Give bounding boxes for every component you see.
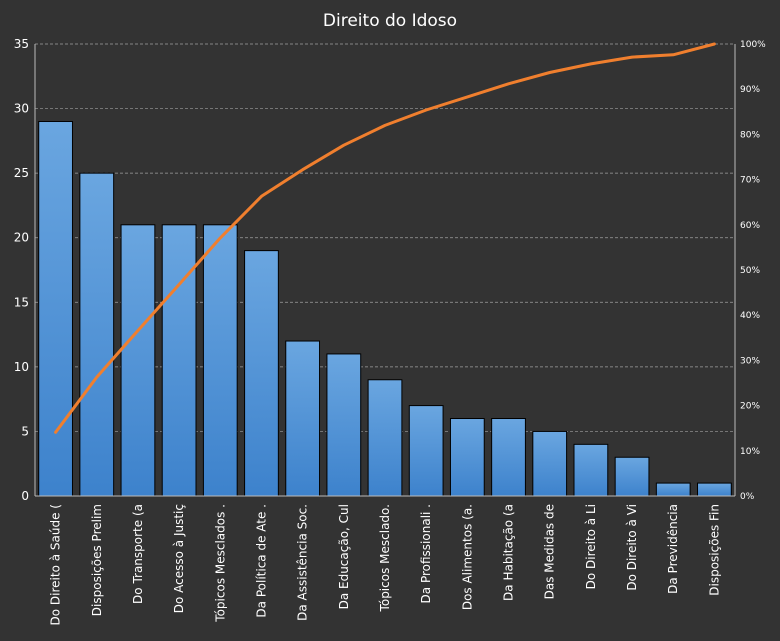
chart-title: Direito do Idoso — [323, 11, 457, 31]
y-tick-label: 20 — [14, 231, 29, 245]
y2-tick-label: 100% — [740, 40, 766, 50]
y-tick-label: 35 — [14, 37, 29, 51]
x-tick-label: Do Direito à Vi — [625, 504, 639, 591]
x-tick-label: Do Direito à Li — [584, 504, 598, 589]
bar — [491, 418, 526, 497]
x-axis-ticks: Do Direito à Saúde ( Disposições Prelim Do… — [49, 504, 722, 625]
bar — [161, 224, 197, 497]
x-tick-label: Da Assistência Soc. — [296, 504, 310, 621]
bar — [532, 430, 568, 497]
y2-tick-label: 80% — [740, 130, 760, 140]
x-tick-label: Dos Alimentos (a. — [460, 504, 474, 610]
bar — [655, 482, 691, 497]
x-tick-label: Do Direito à Saúde ( — [49, 504, 63, 625]
x-tick-label: Disposições Fin — [707, 504, 721, 596]
y2-axis-ticks: 0% 10% 20% 30% 40% 50% 60% 70% 80% 90% 100% — [740, 40, 766, 502]
bar — [449, 418, 485, 497]
y2-tick-label: 10% — [740, 447, 760, 457]
y2-tick-label: 0% — [740, 492, 755, 502]
cumulative-line — [54, 42, 716, 434]
y2-tick-label: 20% — [740, 402, 760, 412]
y2-tick-label: 70% — [740, 176, 760, 186]
x-tick-label: Da Profissionali . — [419, 504, 433, 603]
x-tick-label: Do Transporte (a — [131, 504, 145, 604]
y2-tick-label: 40% — [740, 311, 760, 321]
bar — [244, 250, 279, 497]
y-axis-ticks: 0 5 10 15 20 25 30 35 — [14, 37, 29, 503]
x-tick-label: Tópicos Mesclados . — [213, 504, 227, 623]
y2-tick-label: 30% — [740, 356, 760, 366]
bar — [202, 224, 238, 497]
x-tick-label: Das Medidas de — [543, 504, 557, 599]
x-tick-label: Da Habitação (a — [502, 504, 516, 601]
y-tick-label: 0 — [21, 489, 29, 503]
x-tick-label: Disposições Prelim — [90, 504, 104, 616]
bar — [697, 482, 732, 497]
bar — [408, 405, 444, 497]
x-tick-label: Do Acesso à Justiç — [172, 504, 186, 613]
bar — [79, 172, 115, 497]
x-tick-label: Da Previdência — [666, 504, 680, 594]
x-tick-label: Da Educação, Cul — [337, 504, 351, 609]
bar — [367, 379, 403, 497]
x-tick-label: Da Política de Ate . — [255, 504, 269, 618]
y2-tick-label: 50% — [740, 266, 760, 276]
y2-tick-label: 90% — [740, 85, 760, 95]
y2-tick-label: 60% — [740, 221, 760, 231]
bars — [38, 120, 732, 497]
bar — [120, 224, 156, 497]
bar — [614, 456, 650, 497]
y-tick-label: 5 — [21, 424, 29, 438]
cumulative-percentage-line — [54, 42, 716, 434]
bar — [573, 443, 609, 497]
y-tick-label: 15 — [14, 295, 29, 309]
y-tick-label: 25 — [14, 166, 29, 180]
x-tick-label: Tópicos Mesclado. — [378, 504, 392, 612]
bar — [38, 120, 73, 497]
y-tick-label: 10 — [14, 360, 29, 374]
y-tick-label: 30 — [14, 102, 29, 116]
bar — [326, 353, 362, 497]
bar — [285, 340, 321, 497]
